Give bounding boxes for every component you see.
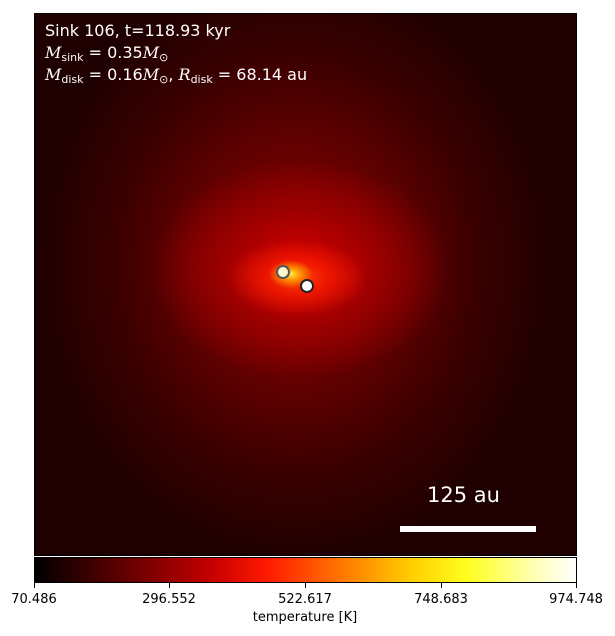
colorbar-tick [34, 583, 35, 588]
colorbar-tick [441, 583, 442, 588]
solar-subscript: ⊙ [159, 73, 169, 86]
colorbar-tick-label: 70.486 [11, 592, 57, 607]
colorbar-tick [305, 583, 306, 588]
temperature-map-panel [34, 13, 577, 556]
disk-properties-label: Mdisk = 0.16M⊙, Rdisk = 68.14 au [45, 64, 307, 90]
colorbar-tick-label: 296.552 [142, 592, 196, 607]
colorbar-tick-label: 748.683 [414, 592, 468, 607]
colorbar-tick-label: 974.748 [549, 592, 603, 607]
separator: , [168, 65, 179, 84]
solar-mass-symbol: M [142, 43, 160, 62]
sink-particle-marker [300, 279, 314, 293]
sink-mass-label: Msink = 0.35M⊙ [45, 42, 168, 68]
sink-mass-value: = 0.35 [83, 43, 143, 62]
scale-bar [400, 526, 536, 532]
disk-mass-symbol: M [45, 65, 62, 84]
mass-subscript: sink [61, 51, 84, 64]
sink-particle-marker [276, 265, 290, 279]
disk-mass-value: = 0.16 [83, 65, 143, 84]
colorbar-label: temperature [K] [252, 610, 358, 625]
disk-radius-symbol: R [178, 65, 191, 84]
mass-symbol: M [45, 43, 62, 62]
disk-radius-subscript: disk [190, 73, 213, 86]
solar-subscript: ⊙ [159, 51, 169, 64]
sink-info-title: Sink 106, t=118.93 kyr [45, 21, 231, 40]
colorbar-tick-label: 522.617 [278, 592, 332, 607]
colorbar [34, 557, 577, 583]
disk-radius-unit: au [282, 65, 308, 84]
disk-mass-subscript: disk [61, 73, 84, 86]
disk-radius-value: = 68.14 [212, 65, 283, 84]
solar-mass-symbol: M [142, 65, 160, 84]
colorbar-tick [169, 583, 170, 588]
colorbar-tick [576, 583, 577, 588]
scale-bar-label: 125 au [427, 483, 500, 507]
